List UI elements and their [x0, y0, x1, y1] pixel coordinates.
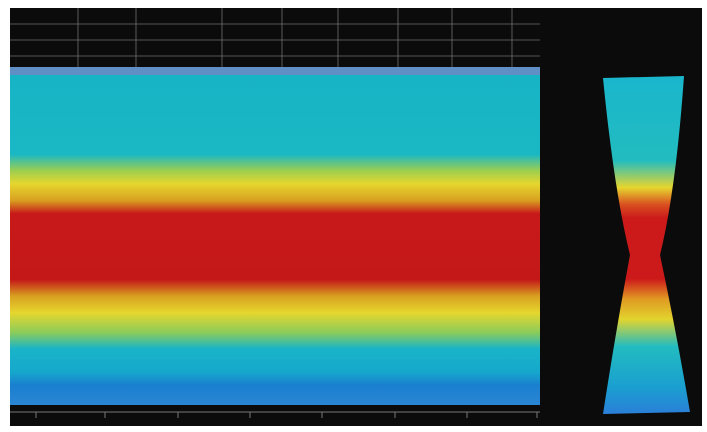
page [0, 0, 707, 432]
profile-line [10, 67, 540, 75]
screenshot [0, 0, 707, 432]
strain-map [10, 75, 540, 405]
